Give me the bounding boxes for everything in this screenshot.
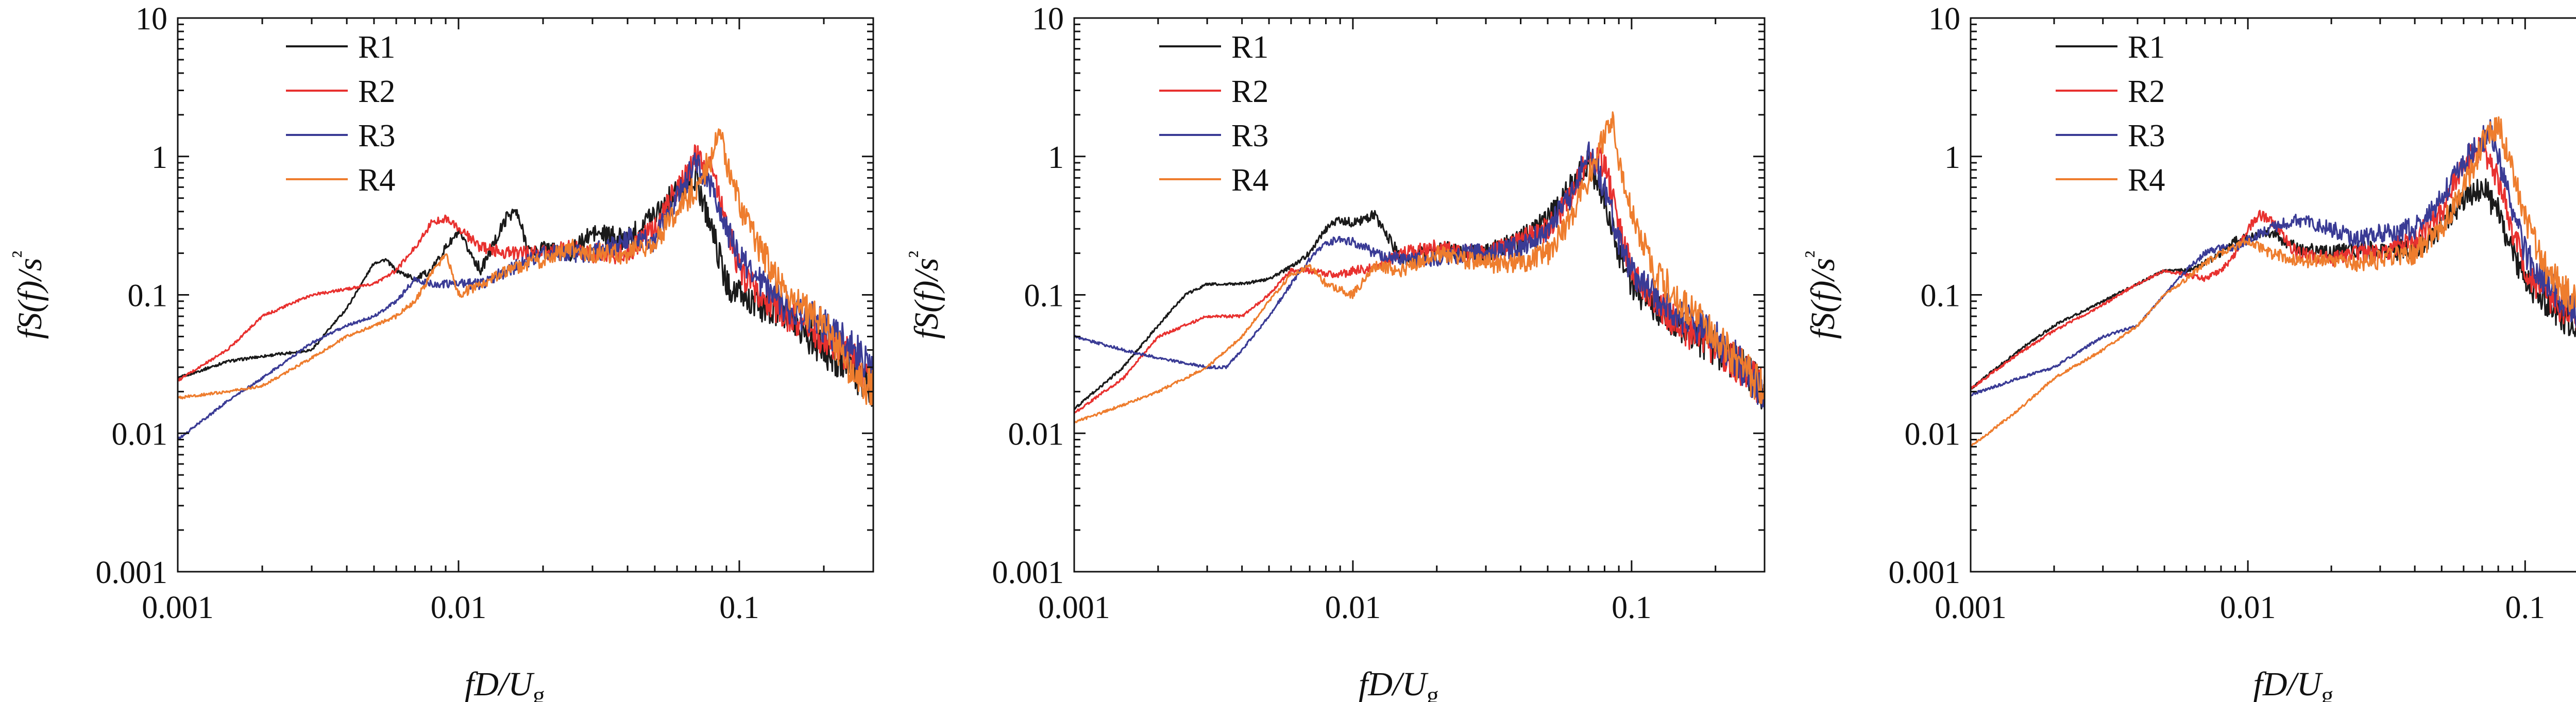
y-tick-label: 1: [1944, 140, 1960, 175]
series-group: [1074, 111, 1765, 424]
plot-frame: [1970, 17, 2576, 573]
y-tick-label: 10: [1928, 2, 1960, 37]
series-line-r3: [1074, 141, 1765, 410]
series-line-r1: [1074, 150, 1765, 410]
legend-label-r3: R3: [2128, 118, 2165, 153]
x-tick-label: 0.1: [719, 590, 759, 625]
series-line-r2: [178, 144, 873, 389]
x-tick-label: 0.1: [2505, 590, 2545, 625]
x-axis-title: fD/Ug: [1359, 665, 1439, 702]
chart-panel-1: 0.001 0.01 0.1 0.001 0.01 0.1 1 10 fD/Ug fS(f)/s²…: [7, 2, 874, 702]
series-line-r4: [1074, 111, 1765, 424]
x-tick-label: 0.01: [2220, 590, 2276, 625]
y-tick-label: 1: [1048, 140, 1064, 175]
x-axis-title: fD/Ug: [465, 665, 545, 702]
y-tick-label: 0.01: [112, 417, 168, 452]
x-tick-label: 0.001: [1935, 590, 2007, 625]
series-line-r3: [1971, 119, 2576, 397]
series-line-r3: [178, 152, 873, 440]
y-tick-label: 0.001: [992, 555, 1064, 590]
series-line-r2: [1074, 146, 1765, 415]
x-tick-label: 0.001: [142, 590, 214, 625]
legend-label-r2: R2: [1231, 74, 1268, 109]
y-axis-title: fS(f)/s²: [1800, 251, 1842, 339]
y-tick-label: 10: [1032, 2, 1064, 37]
legend-label-r4: R4: [1231, 163, 1268, 198]
x-tick-label: 0.001: [1038, 590, 1110, 625]
legend-label-r3: R3: [358, 118, 395, 153]
x-tick-label: 0.01: [1325, 590, 1381, 625]
y-tick-label: 0.1: [1024, 279, 1064, 314]
y-tick-label: 0.001: [96, 555, 168, 590]
legend-label-r2: R2: [2128, 74, 2165, 109]
series-line-r4: [1971, 116, 2576, 448]
series-group: [1971, 116, 2576, 448]
y-tick-label: 0.1: [1921, 279, 1961, 314]
legend-label-r1: R1: [2128, 30, 2165, 65]
x-tick-label: 0.01: [431, 590, 487, 625]
y-axis-title: fS(f)/s²: [903, 251, 945, 339]
legend-label-r4: R4: [2128, 163, 2165, 198]
legend-label-r1: R1: [1231, 30, 1268, 65]
series-group: [178, 128, 873, 440]
legend-label-r1: R1: [358, 30, 395, 65]
y-axis-title: fS(f)/s²: [7, 251, 49, 339]
legend-label-r2: R2: [358, 74, 395, 109]
y-tick-label: 1: [151, 140, 167, 175]
x-tick-label: 0.1: [1612, 590, 1652, 625]
legend-label-r4: R4: [358, 163, 395, 198]
legend-label-r3: R3: [1231, 118, 1268, 153]
chart-panel-3: 0.001 0.01 0.1 0.001 0.01 0.1 1 10 fD/Ug fS(f)/s²…: [1800, 2, 2576, 702]
y-tick-label: 0.1: [128, 279, 168, 314]
series-line-r4: [178, 128, 873, 406]
y-tick-label: 0.001: [1889, 555, 1961, 590]
y-tick-label: 0.01: [1905, 417, 1961, 452]
x-axis-title: fD/Ug: [2253, 665, 2334, 702]
y-tick-label: 0.01: [1008, 417, 1064, 452]
y-tick-label: 10: [135, 2, 167, 37]
chart-panel-2: 0.001 0.01 0.1 0.001 0.01 0.1 1 10 fD/Ug fS(f)/s²…: [903, 2, 1766, 702]
